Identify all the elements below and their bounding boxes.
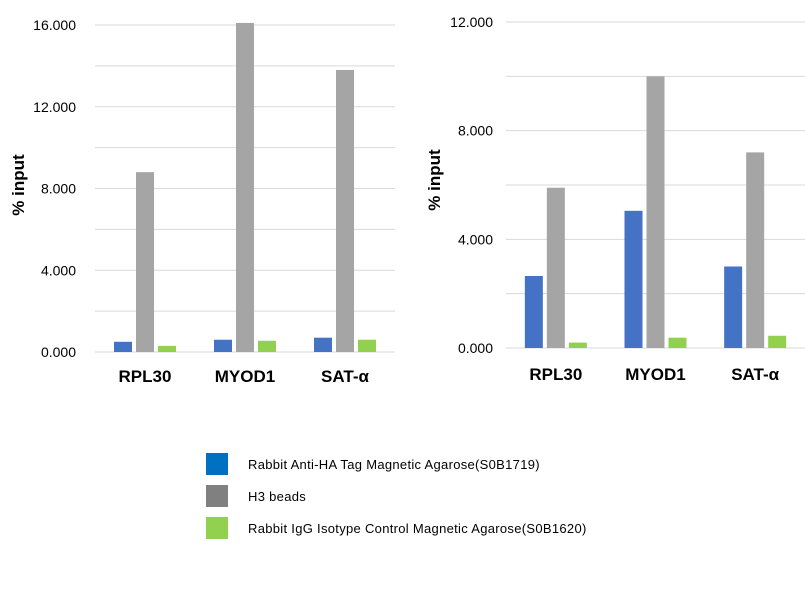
chart-1: 0.000 4.000 8.000 12.000 16.000 % input RPL30 M… (9, 17, 395, 386)
x-category-label: RPL30 (119, 367, 172, 386)
bar (768, 335, 787, 348)
legend-item-h3-beads: H3 beads (206, 485, 587, 507)
y-tick-label: 8.000 (41, 181, 76, 197)
y-tick-label: 12.000 (450, 14, 493, 30)
chart-2: 0.000 4.000 8.000 12.000 % input RPL30 MYOD1 SA… (425, 14, 805, 384)
y-axis-label: % input (425, 149, 444, 211)
bar (214, 339, 232, 352)
bar (546, 187, 565, 348)
charts-canvas: 0.000 4.000 8.000 12.000 16.000 % input RPL30 M… (9, 14, 805, 386)
y-tick-label: 12.000 (33, 99, 76, 115)
bar (258, 340, 276, 352)
bar (314, 337, 332, 352)
bar (136, 172, 154, 352)
legend-label-anti-ha: Rabbit Anti-HA Tag Magnetic Agarose(S0B1… (248, 456, 540, 472)
bar (114, 341, 132, 352)
bar (158, 345, 176, 352)
legend-item-igg-control: Rabbit IgG Isotype Control Magnetic Agar… (206, 517, 587, 539)
legend: Rabbit Anti-HA Tag Magnetic Agarose(S0B1… (206, 453, 587, 549)
x-category-label: MYOD1 (215, 367, 275, 386)
y-tick-label: 0.000 (41, 344, 76, 360)
legend-swatch-anti-ha (206, 453, 228, 475)
bar (724, 266, 743, 348)
x-category-label: SAT-α (321, 367, 369, 386)
y-tick-label: 0.000 (458, 340, 493, 356)
legend-label-igg-control: Rabbit IgG Isotype Control Magnetic Agar… (248, 520, 587, 536)
x-category-label: RPL30 (529, 365, 582, 384)
bar (568, 342, 587, 348)
bar (746, 152, 765, 348)
legend-swatch-igg-control (206, 517, 228, 539)
bar (646, 76, 665, 348)
y-axis-label: % input (9, 154, 28, 216)
bar (358, 339, 376, 352)
legend-item-anti-ha: Rabbit Anti-HA Tag Magnetic Agarose(S0B1… (206, 453, 587, 475)
x-category-label: SAT-α (731, 365, 779, 384)
bar (336, 69, 354, 353)
bar (624, 210, 643, 348)
legend-swatch-h3-beads (206, 485, 228, 507)
x-category-label: MYOD1 (625, 365, 685, 384)
legend-label-h3-beads: H3 beads (248, 488, 307, 504)
bar (236, 22, 254, 353)
bar (668, 337, 687, 348)
bar (524, 276, 543, 348)
y-tick-label: 4.000 (41, 262, 76, 278)
y-tick-label: 8.000 (458, 123, 493, 139)
y-tick-label: 16.000 (33, 17, 76, 33)
y-tick-label: 4.000 (458, 231, 493, 247)
